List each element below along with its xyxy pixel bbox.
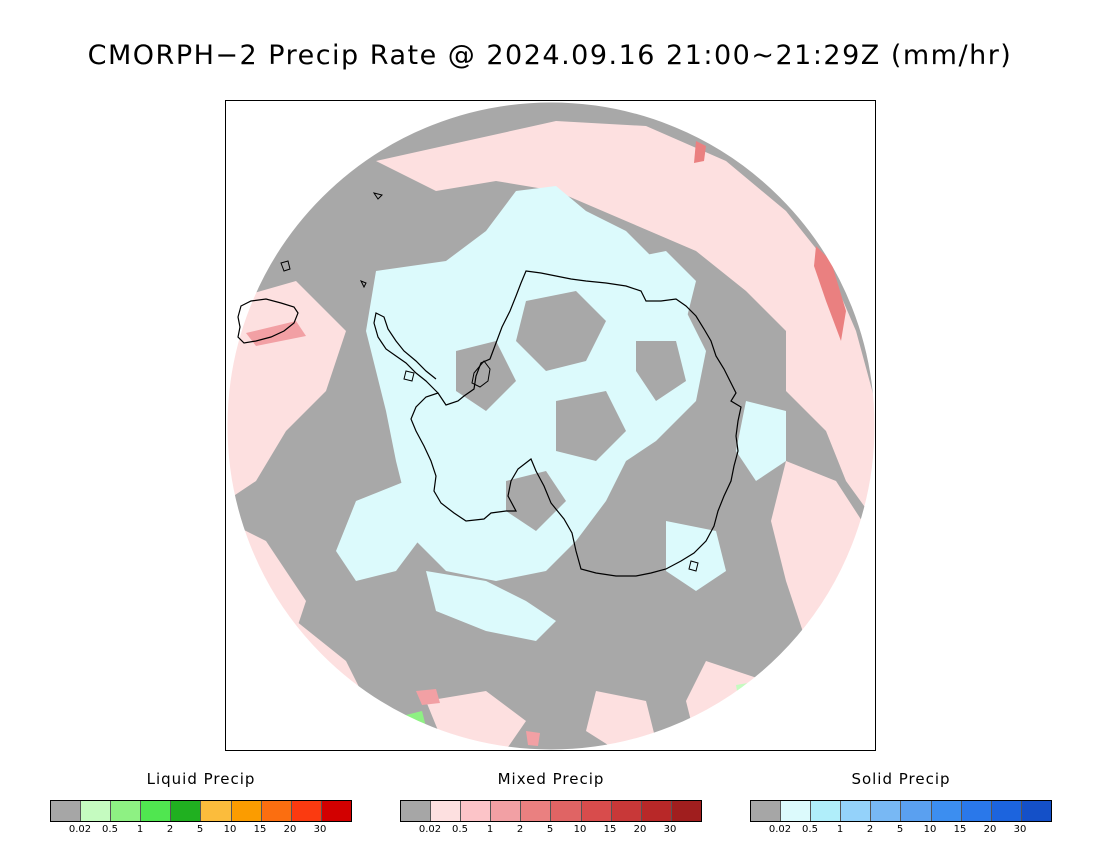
ross-ice-shelf-edge — [471, 360, 491, 388]
legend-liquid-tick: 1 — [136, 824, 144, 835]
legend-mixed-swatch — [431, 801, 462, 821]
antarctic-precip-map-svg — [226, 101, 875, 750]
legend-mixed-swatch — [401, 801, 432, 821]
legend-solid-tick: 15 — [953, 824, 967, 835]
legend-mixed-tick: 0.5 — [452, 824, 468, 835]
legend-mixed-tick: 10 — [573, 824, 587, 835]
south-georgia-outline — [372, 192, 383, 200]
legend-solid-swatch — [871, 801, 902, 821]
legend-mixed-tick: 1 — [486, 824, 494, 835]
legend-liquid-swatch — [291, 801, 322, 821]
falklands-outline — [280, 260, 291, 272]
legend-liquid-swatch — [201, 801, 232, 821]
legend-mixed-tick: 30 — [663, 824, 677, 835]
mixed-pink-region-s2 — [586, 691, 656, 750]
legend-solid-tick: 0.5 — [802, 824, 818, 835]
legend-mixed-title: Mixed Precip — [497, 770, 605, 788]
solid-cyan-region-ne — [616, 251, 696, 321]
legend-mixed-swatch — [461, 801, 492, 821]
legend-solid-swatch — [991, 801, 1022, 821]
legend-liquid-swatch — [51, 801, 82, 821]
gray-patch-continent-3 — [556, 391, 626, 461]
legend-mixed-tick: 2 — [516, 824, 524, 835]
legend-solid-swatch — [751, 801, 782, 821]
legend-liquid-precip: Liquid Precip 0.02 0.5 1 2 5 10 15 20 30 — [50, 770, 352, 838]
legend-liquid-ticks: 0.02 0.5 1 2 5 10 15 20 30 — [50, 824, 352, 838]
legend-solid-tick: 0.02 — [768, 824, 792, 835]
solid-cyan-region-se — [666, 521, 726, 591]
gray-patch-continent-4 — [636, 341, 686, 401]
legend-mixed-colorbar — [400, 800, 702, 822]
legend-liquid-tick: 0.5 — [102, 824, 118, 835]
legend-liquid-tick: 15 — [253, 824, 267, 835]
legend-solid-swatch — [961, 801, 992, 821]
gray-patch-continent-2 — [456, 341, 516, 411]
legend-liquid-tick: 5 — [196, 824, 204, 835]
gray-patch-continent-1 — [516, 291, 606, 371]
legend-mixed-tick: 5 — [546, 824, 554, 835]
mixed-red-spot-s — [416, 689, 440, 705]
mixed-pink-region-ne — [376, 121, 875, 521]
legend-liquid-swatch — [321, 801, 351, 821]
south-orkney-outline — [359, 280, 367, 289]
legend-liquid-tick: 20 — [283, 824, 297, 835]
legend-liquid-tick: 30 — [313, 824, 327, 835]
legend-solid-swatch — [901, 801, 932, 821]
legend-solid-swatch — [1021, 801, 1051, 821]
island-outline-1 — [403, 370, 415, 382]
south-america-coastline — [237, 298, 299, 344]
legend-mixed-swatch — [551, 801, 582, 821]
legend-mixed-swatch — [671, 801, 701, 821]
legend-liquid-swatch — [141, 801, 172, 821]
legend-solid-title: Solid Precip — [851, 770, 951, 788]
precip-field — [227, 102, 875, 750]
legend-mixed-swatch — [581, 801, 612, 821]
gray-patch-continent-5 — [506, 471, 566, 531]
legend-liquid-swatch — [261, 801, 292, 821]
legend-solid-precip: Solid Precip 0.02 0.5 1 2 5 10 15 20 30 — [750, 770, 1052, 838]
legend-mixed-precip: Mixed Precip 0.02 0.5 1 2 5 10 15 20 30 — [400, 770, 702, 838]
legend-liquid-tick: 0.02 — [68, 824, 92, 835]
legend-solid-swatch — [841, 801, 872, 821]
legend-solid-tick: 2 — [866, 824, 874, 835]
mixed-pink-region-w2 — [227, 331, 316, 401]
legend-mixed-ticks: 0.02 0.5 1 2 5 10 15 20 30 — [400, 824, 702, 838]
legend-solid-ticks: 0.02 0.5 1 2 5 10 15 20 30 — [750, 824, 1052, 838]
legend-mixed-swatch — [611, 801, 642, 821]
legend-mixed-swatch — [491, 801, 522, 821]
solid-cyan-region-s — [426, 571, 556, 641]
legend-liquid-tick: 2 — [166, 824, 174, 835]
legend-solid-swatch — [811, 801, 842, 821]
solid-cyan-region-w — [336, 481, 426, 581]
legend-solid-tick: 10 — [923, 824, 937, 835]
legend-mixed-swatch — [521, 801, 552, 821]
legend-liquid-title: Liquid Precip — [146, 770, 256, 788]
legend-mixed-tick: 15 — [603, 824, 617, 835]
legend-solid-tick: 1 — [836, 824, 844, 835]
antarctica-coastline — [410, 270, 742, 577]
legend-solid-swatch — [781, 801, 812, 821]
legend-liquid-swatch — [81, 801, 112, 821]
legend-liquid-tick: 10 — [223, 824, 237, 835]
mixed-red-streak-e — [814, 246, 846, 341]
legend-liquid-swatch — [231, 801, 262, 821]
island-outline-2 — [688, 560, 699, 572]
legend-solid-tick: 30 — [1013, 824, 1027, 835]
polar-map — [225, 100, 876, 751]
legend-mixed-tick: 20 — [633, 824, 647, 835]
mixed-red-spot-s2 — [526, 731, 540, 746]
legend-solid-tick: 20 — [983, 824, 997, 835]
mixed-red-streak-ne — [694, 141, 706, 163]
map-title: CMORPH−2 Precip Rate @ 2024.09.16 21:00~… — [87, 40, 1013, 71]
legend-solid-tick: 5 — [896, 824, 904, 835]
antarctic-peninsula-coastline — [373, 312, 439, 394]
legend-mixed-tick: 0.02 — [418, 824, 442, 835]
legend-liquid-swatch — [111, 801, 142, 821]
legend-mixed-swatch — [641, 801, 672, 821]
solid-cyan-region-e — [736, 401, 786, 481]
legend-solid-colorbar — [750, 800, 1052, 822]
legend-solid-swatch — [931, 801, 962, 821]
legend-liquid-colorbar — [50, 800, 352, 822]
legend-liquid-swatch — [171, 801, 202, 821]
